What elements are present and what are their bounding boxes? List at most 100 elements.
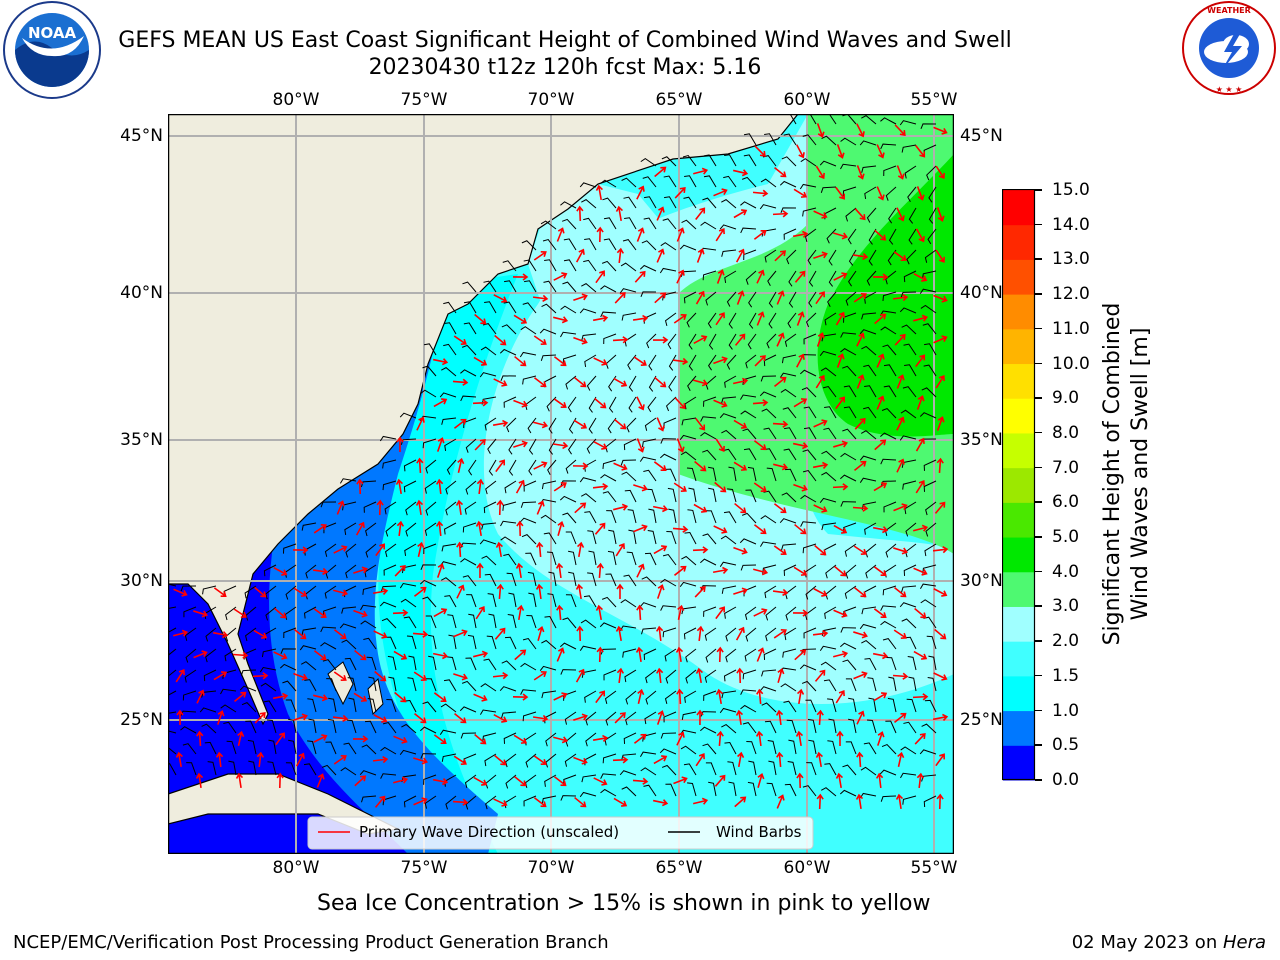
wind-barb	[763, 427, 777, 440]
wave-direction-arrow	[572, 462, 589, 470]
wave-direction-arrow	[632, 314, 649, 323]
wind-barb	[687, 782, 697, 797]
wind-barb	[401, 723, 417, 734]
wind-barb	[419, 579, 437, 587]
wind-barb	[926, 635, 937, 650]
wave-direction-arrow	[513, 399, 528, 408]
wave-direction-arrow	[673, 314, 687, 324]
wind-barb	[388, 676, 397, 692]
wind-barb	[683, 291, 697, 304]
lon-tick-top: 55°W	[910, 90, 958, 110]
wave-field-2-3m-north	[528, 174, 688, 344]
wind-barb	[821, 787, 837, 797]
wind-barb	[745, 627, 757, 642]
wave-direction-arrow	[936, 793, 944, 810]
wave-direction-arrow	[835, 772, 844, 789]
wave-direction-arrow	[856, 165, 865, 180]
wave-direction-arrow	[393, 735, 408, 744]
wind-barb	[579, 791, 597, 798]
wind-barb	[368, 676, 377, 692]
wind-barb	[880, 480, 897, 487]
svg-text:★ ★ ★: ★ ★ ★	[1216, 85, 1243, 94]
wind-barb	[767, 740, 777, 755]
wind-barb	[723, 669, 737, 682]
wave-direction-arrow	[774, 250, 787, 262]
colorbar-tick-mark	[1035, 431, 1042, 434]
wind-barb	[183, 606, 197, 618]
wave-direction-arrow	[553, 736, 569, 744]
wind-barb	[339, 623, 357, 629]
wave-direction-arrow	[593, 441, 608, 450]
wind-barb	[748, 312, 757, 329]
wave-direction-arrow	[613, 797, 628, 807]
wave-direction-arrow	[874, 229, 887, 241]
wind-barb	[702, 743, 717, 755]
wave-direction-arrow	[695, 667, 703, 684]
wind-barb	[601, 596, 617, 608]
wave-direction-arrow	[912, 693, 929, 701]
colorbar-tick-mark	[1035, 223, 1042, 226]
wind-barb	[168, 627, 177, 640]
wind-barb	[542, 239, 557, 251]
wind-barb	[544, 259, 557, 272]
wind-barb	[868, 249, 877, 266]
wind-barb	[681, 711, 697, 720]
wind-barb	[861, 115, 877, 125]
wind-barb	[921, 723, 937, 734]
wave-direction-arrow	[416, 457, 424, 474]
wind-barb	[799, 664, 817, 671]
wind-barb	[684, 690, 697, 703]
wave-direction-arrow	[736, 290, 745, 305]
wind-barb	[347, 677, 357, 692]
colorbar-cell	[1003, 224, 1035, 260]
wind-barb	[820, 661, 837, 671]
wave-direction-arrow	[633, 356, 647, 366]
wind-barb	[465, 795, 477, 810]
wind-barb	[285, 762, 297, 776]
wind-barb	[386, 698, 397, 713]
wind-barb	[279, 663, 297, 671]
wave-direction-arrow	[576, 205, 584, 222]
wind-barb	[199, 707, 217, 713]
wind-barb	[861, 345, 877, 356]
wave-direction-arrow	[897, 751, 905, 768]
colorbar-tick-label: 0.5	[1052, 735, 1080, 756]
sea-ice-note: Sea Ice Concentration > 15% is shown in …	[317, 891, 931, 916]
wind-barb	[842, 764, 857, 776]
wind-barb	[825, 564, 837, 579]
wind-barb	[345, 543, 357, 558]
wind-barb	[883, 364, 897, 377]
wind-barb	[461, 680, 477, 692]
wave-direction-arrow	[755, 730, 764, 747]
wave-direction-arrow	[573, 713, 588, 721]
wind-barb	[425, 459, 437, 474]
wave-direction-arrow	[815, 374, 825, 389]
wave-direction-arrow	[874, 313, 887, 325]
wave-direction-arrow	[892, 672, 909, 680]
wave-direction-arrow	[256, 751, 265, 768]
wave-direction-arrow	[696, 625, 705, 642]
wave-direction-arrow	[232, 651, 249, 659]
wind-barb	[568, 550, 577, 566]
wave-direction-arrow	[676, 731, 685, 746]
wave-direction-arrow	[776, 794, 785, 809]
wind-barb	[261, 648, 277, 658]
wind-barb	[459, 706, 477, 713]
wave-direction-arrow	[577, 541, 585, 558]
wind-barb	[344, 522, 357, 536]
wave-direction-arrow	[873, 482, 888, 492]
wind-barb	[301, 627, 317, 636]
wind-barb	[819, 160, 837, 167]
wind-barb	[719, 707, 737, 714]
wave-direction-arrow	[595, 184, 603, 201]
wind-barb	[307, 740, 317, 755]
wind-barb	[847, 228, 857, 245]
wind-barb	[486, 635, 497, 650]
wind-barb	[660, 242, 677, 251]
wave-direction-arrow	[496, 583, 504, 600]
wave-direction-arrow	[575, 583, 584, 600]
wind-barb	[925, 501, 937, 516]
wind-barb	[827, 740, 837, 755]
wave-direction-arrow	[794, 649, 807, 661]
wind-barb	[840, 452, 857, 461]
